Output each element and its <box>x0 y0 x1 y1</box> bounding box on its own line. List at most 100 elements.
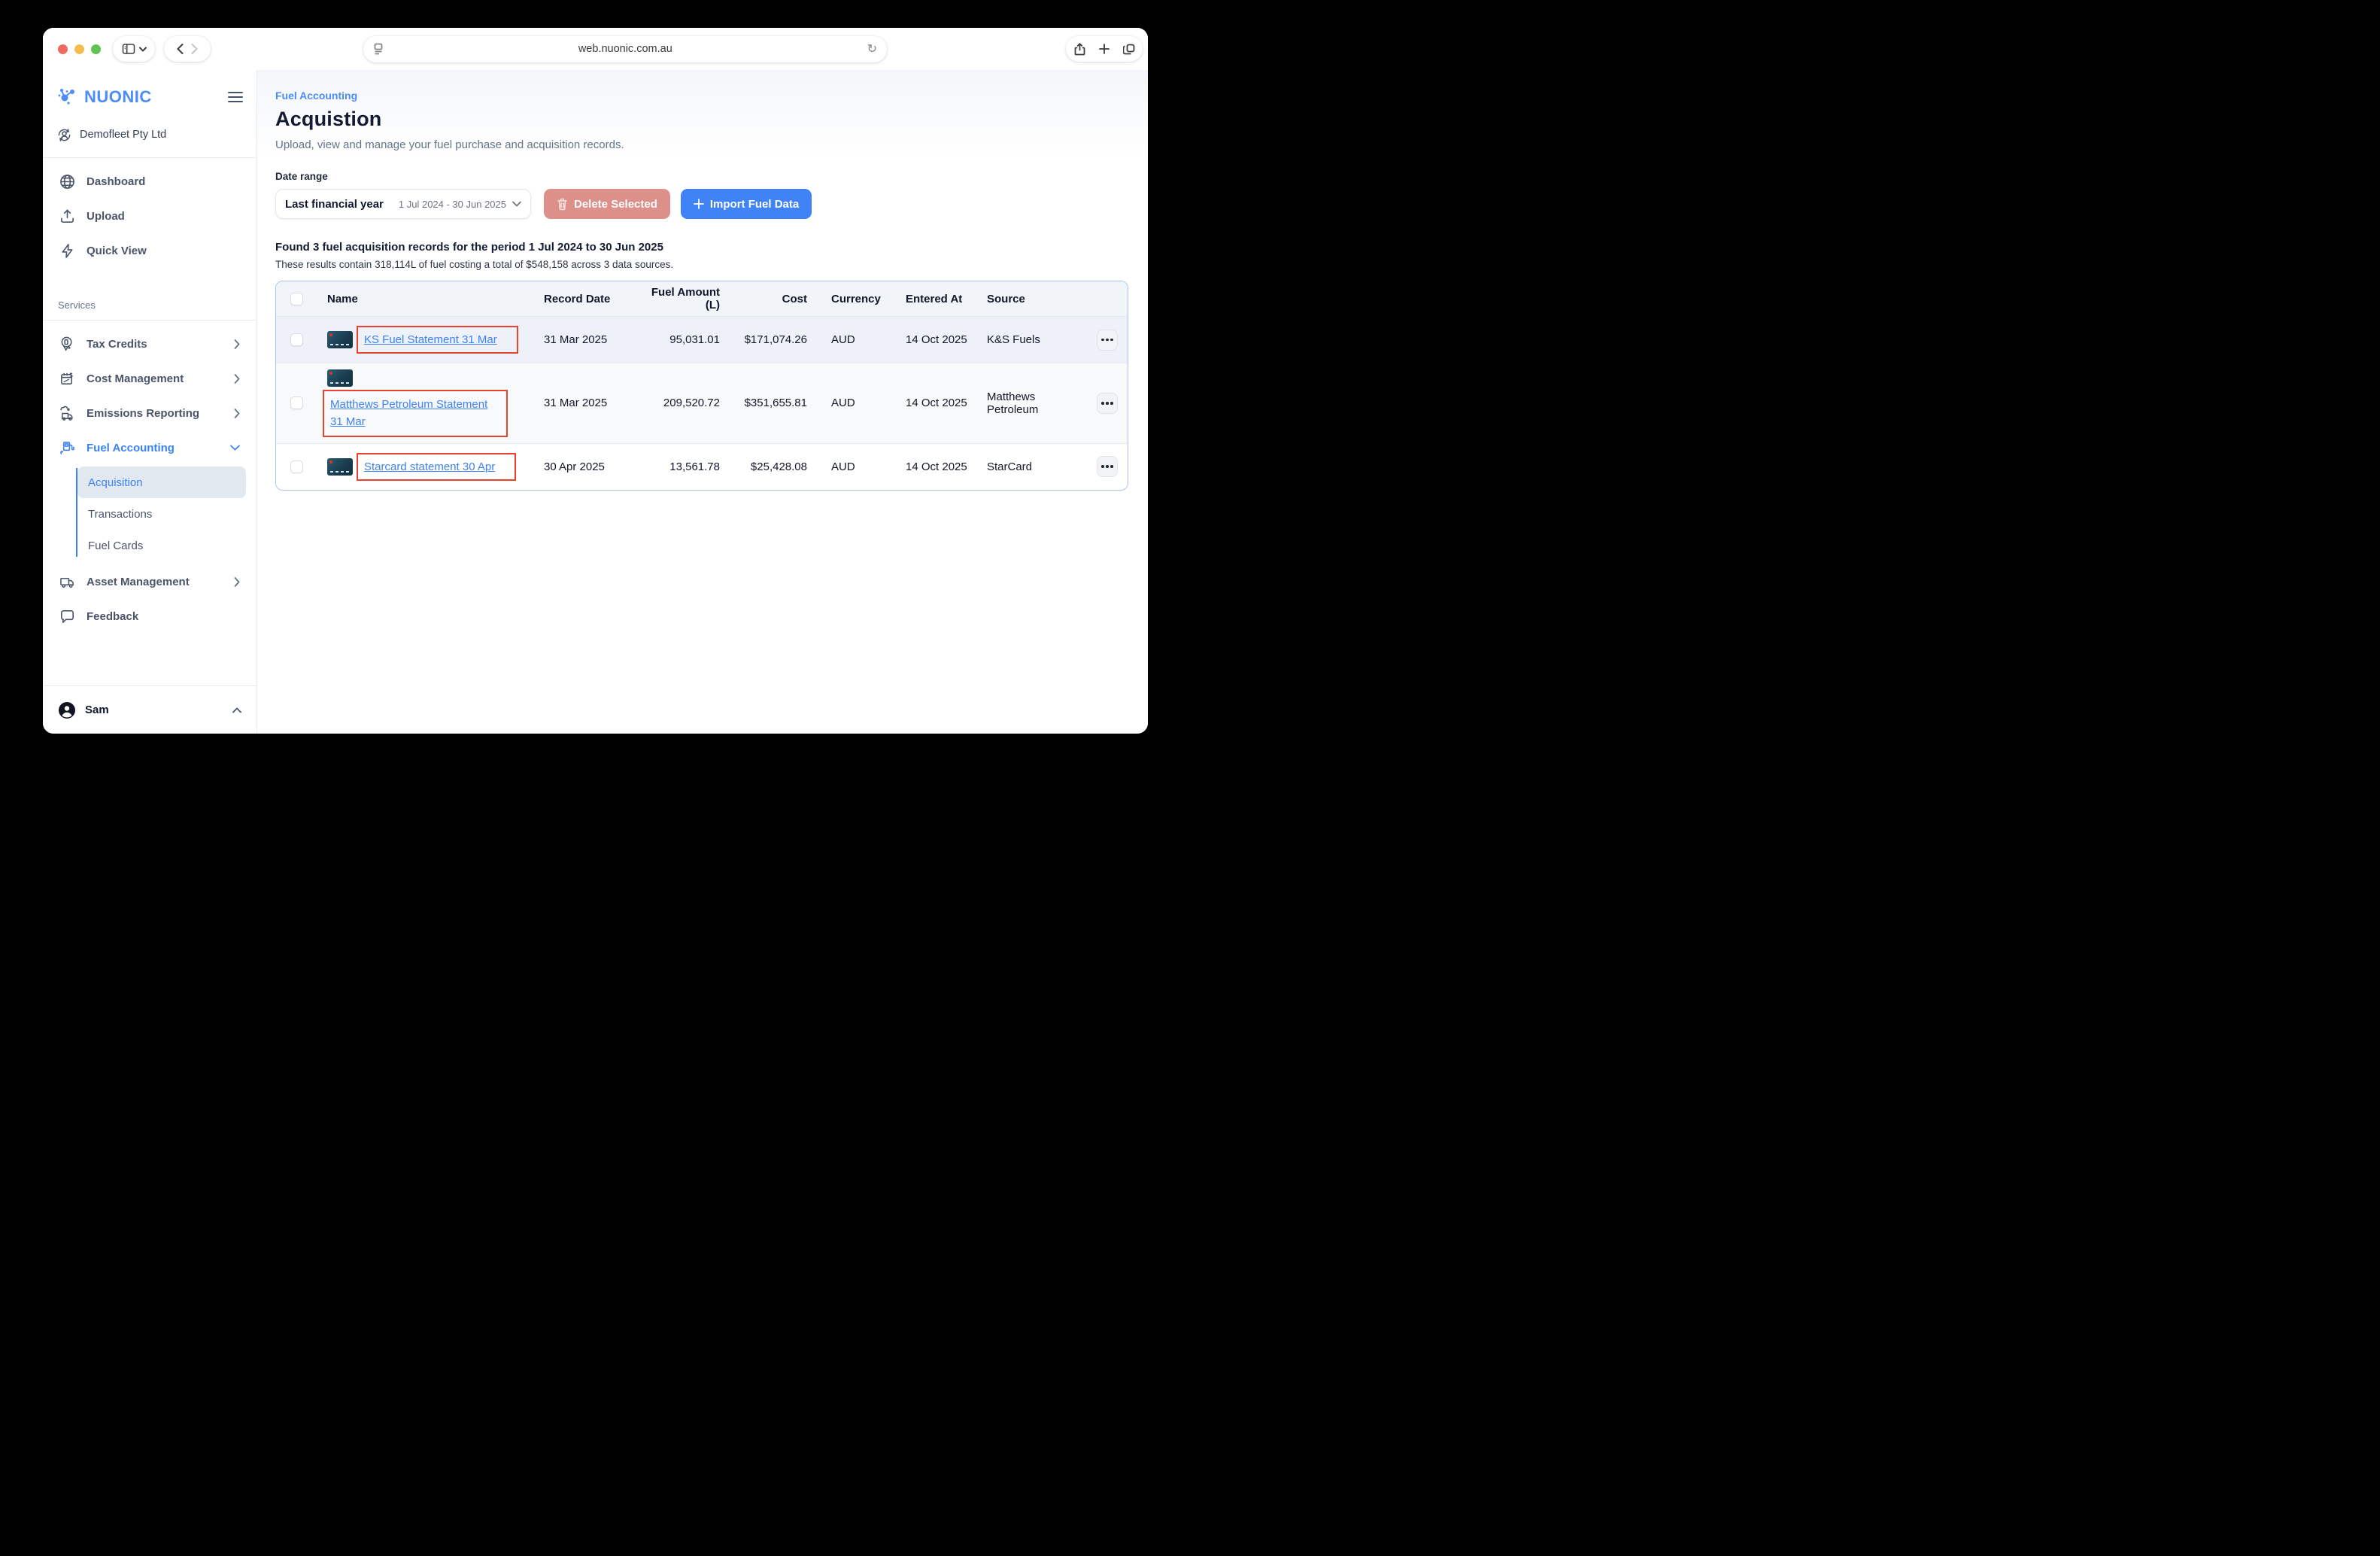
fuel-amount: 209,520.72 <box>663 397 720 410</box>
sidebar-item-label: Dashboard <box>87 175 146 188</box>
source: Matthews Petroleum <box>987 390 1039 416</box>
table-row: KS Fuel Statement 31 Mar 31 Mar 2025 95,… <box>276 316 1128 363</box>
divider <box>43 157 257 158</box>
column-header-currency: Currency <box>831 292 881 305</box>
sidebar-panel-icon <box>122 43 135 55</box>
tab-overview-icon[interactable] <box>1122 44 1135 55</box>
sidebar-toggle-button[interactable] <box>113 36 155 62</box>
browser-window: web.nuonic.com.au ↻ NUONIC <box>43 28 1148 734</box>
cost: $171,074.26 <box>744 333 807 346</box>
sidebar-item-tax-credits[interactable]: Tax Credits <box>53 327 246 361</box>
new-tab-icon[interactable] <box>1098 44 1110 54</box>
sidebar-item-emissions-reporting[interactable]: Emissions Reporting <box>53 396 246 430</box>
fuel-card-thumbnail <box>327 369 353 387</box>
entered-at: 14 Oct 2025 <box>906 333 967 346</box>
sidebar-item-label: Fuel Accounting <box>87 441 175 454</box>
user-menu[interactable]: Sam <box>43 685 257 734</box>
source: StarCard <box>987 460 1033 473</box>
row-actions-button[interactable] <box>1097 329 1118 351</box>
date-range-label: Date range <box>275 171 328 182</box>
sub-item-label: Fuel Cards <box>88 539 144 552</box>
sidebar-item-fuel-cards[interactable]: Fuel Cards <box>77 530 246 561</box>
sidebar-item-asset-management[interactable]: Asset Management <box>53 564 246 599</box>
annotation-box: Matthews Petroleum Statement 31 Mar <box>323 390 508 437</box>
record-link[interactable]: Matthews Petroleum Statement 31 Mar <box>330 398 488 429</box>
brand-name: NUONIC <box>84 87 152 106</box>
sidebar-item-label: Cost Management <box>87 372 184 385</box>
minimize-window-button[interactable] <box>74 44 84 54</box>
sidebar-item-label: Feedback <box>87 609 139 623</box>
column-header-cost: Cost <box>782 292 807 305</box>
table-header-row: Name Record Date Fuel Amount (L) Cost Cu… <box>276 281 1128 316</box>
fuel-card-thumbnail <box>327 331 353 348</box>
reload-icon[interactable]: ↻ <box>867 43 877 56</box>
import-fuel-data-label: Import Fuel Data <box>709 197 800 211</box>
sidebar-item-fuel-accounting[interactable]: Fuel Accounting <box>53 430 246 465</box>
row-checkbox[interactable] <box>290 397 303 410</box>
row-actions-button[interactable] <box>1097 392 1118 414</box>
organisation-name: Demofleet Pty Ltd <box>80 129 167 141</box>
sidebar-item-acquisition[interactable]: Acquisition <box>77 466 246 498</box>
user-name: Sam <box>85 704 109 716</box>
record-link[interactable]: KS Fuel Statement 31 Mar <box>364 333 497 346</box>
record-link[interactable]: Starcard statement 30 Apr <box>364 460 496 473</box>
acquisition-table: Name Record Date Fuel Amount (L) Cost Cu… <box>275 281 1128 491</box>
back-button[interactable] <box>177 44 184 54</box>
currency: AUD <box>831 460 855 473</box>
sidebar-item-dashboard[interactable]: Dashboard <box>53 164 246 199</box>
traffic-lights <box>58 44 101 54</box>
organisation-switcher[interactable]: Demofleet Pty Ltd <box>53 120 246 150</box>
emissions-truck-icon <box>59 406 75 421</box>
row-actions-button[interactable] <box>1097 456 1118 477</box>
results-subtext: These results contain 318,114L of fuel c… <box>275 259 674 270</box>
sidebar-item-label: Tax Credits <box>87 337 147 351</box>
close-window-button[interactable] <box>58 44 68 54</box>
column-header-name: Name <box>327 292 358 305</box>
row-checkbox[interactable] <box>290 460 303 473</box>
lightning-icon <box>59 243 75 259</box>
reader-view-icon[interactable] <box>373 43 384 55</box>
sidebar-item-upload[interactable]: Upload <box>53 199 246 233</box>
main-content: Fuel Accounting Acquistion Upload, view … <box>257 70 1148 734</box>
date-range-select[interactable]: Last financial year 1 Jul 2024 - 30 Jun … <box>275 189 531 219</box>
plus-icon <box>693 199 704 209</box>
trash-icon <box>557 198 568 211</box>
address-bar[interactable]: web.nuonic.com.au ↻ <box>363 35 887 62</box>
record-date: 31 Mar 2025 <box>544 397 608 410</box>
column-header-fuel-amount: Fuel Amount (L) <box>651 286 720 312</box>
divider <box>43 320 257 321</box>
sidebar-item-quick-view[interactable]: Quick View <box>53 233 246 268</box>
sidebar-item-transactions[interactable]: Transactions <box>77 498 246 530</box>
chevron-right-icon <box>234 373 240 384</box>
forward-button[interactable] <box>191 44 198 54</box>
currency: AUD <box>831 397 855 410</box>
sidebar-item-label: Upload <box>87 209 125 223</box>
zoom-window-button[interactable] <box>91 44 101 54</box>
delete-selected-button[interactable]: Delete Selected <box>544 189 670 219</box>
history-nav-buttons <box>164 36 211 62</box>
upload-icon <box>59 208 75 224</box>
avatar <box>58 701 76 719</box>
breadcrumb[interactable]: Fuel Accounting <box>275 90 358 102</box>
fuel-amount: 95,031.01 <box>669 333 720 346</box>
cost-calendar-icon <box>59 371 75 387</box>
import-fuel-data-button[interactable]: Import Fuel Data <box>680 189 812 219</box>
select-all-checkbox[interactable] <box>290 292 303 305</box>
brand: NUONIC <box>53 81 246 114</box>
date-range-preset: Last financial year <box>285 197 384 211</box>
chevron-up-icon <box>232 707 241 713</box>
results-heading: Found 3 fuel acquisition records for the… <box>275 241 663 254</box>
share-icon[interactable] <box>1074 42 1085 56</box>
row-checkbox[interactable] <box>290 333 303 346</box>
chevron-right-icon <box>234 408 240 418</box>
globe-icon <box>59 174 75 190</box>
hamburger-menu-icon[interactable] <box>228 91 243 103</box>
fuel-pump-icon <box>59 440 75 456</box>
sidebar-item-cost-management[interactable]: Cost Management <box>53 361 246 396</box>
chevron-down-icon <box>230 445 240 451</box>
sidebar-item-feedback[interactable]: Feedback <box>53 599 246 634</box>
table-row: Matthews Petroleum Statement 31 Mar 31 M… <box>276 363 1128 443</box>
cost: $25,428.08 <box>750 460 807 473</box>
page-subtitle: Upload, view and manage your fuel purcha… <box>275 138 624 151</box>
column-header-record-date: Record Date <box>544 292 611 305</box>
